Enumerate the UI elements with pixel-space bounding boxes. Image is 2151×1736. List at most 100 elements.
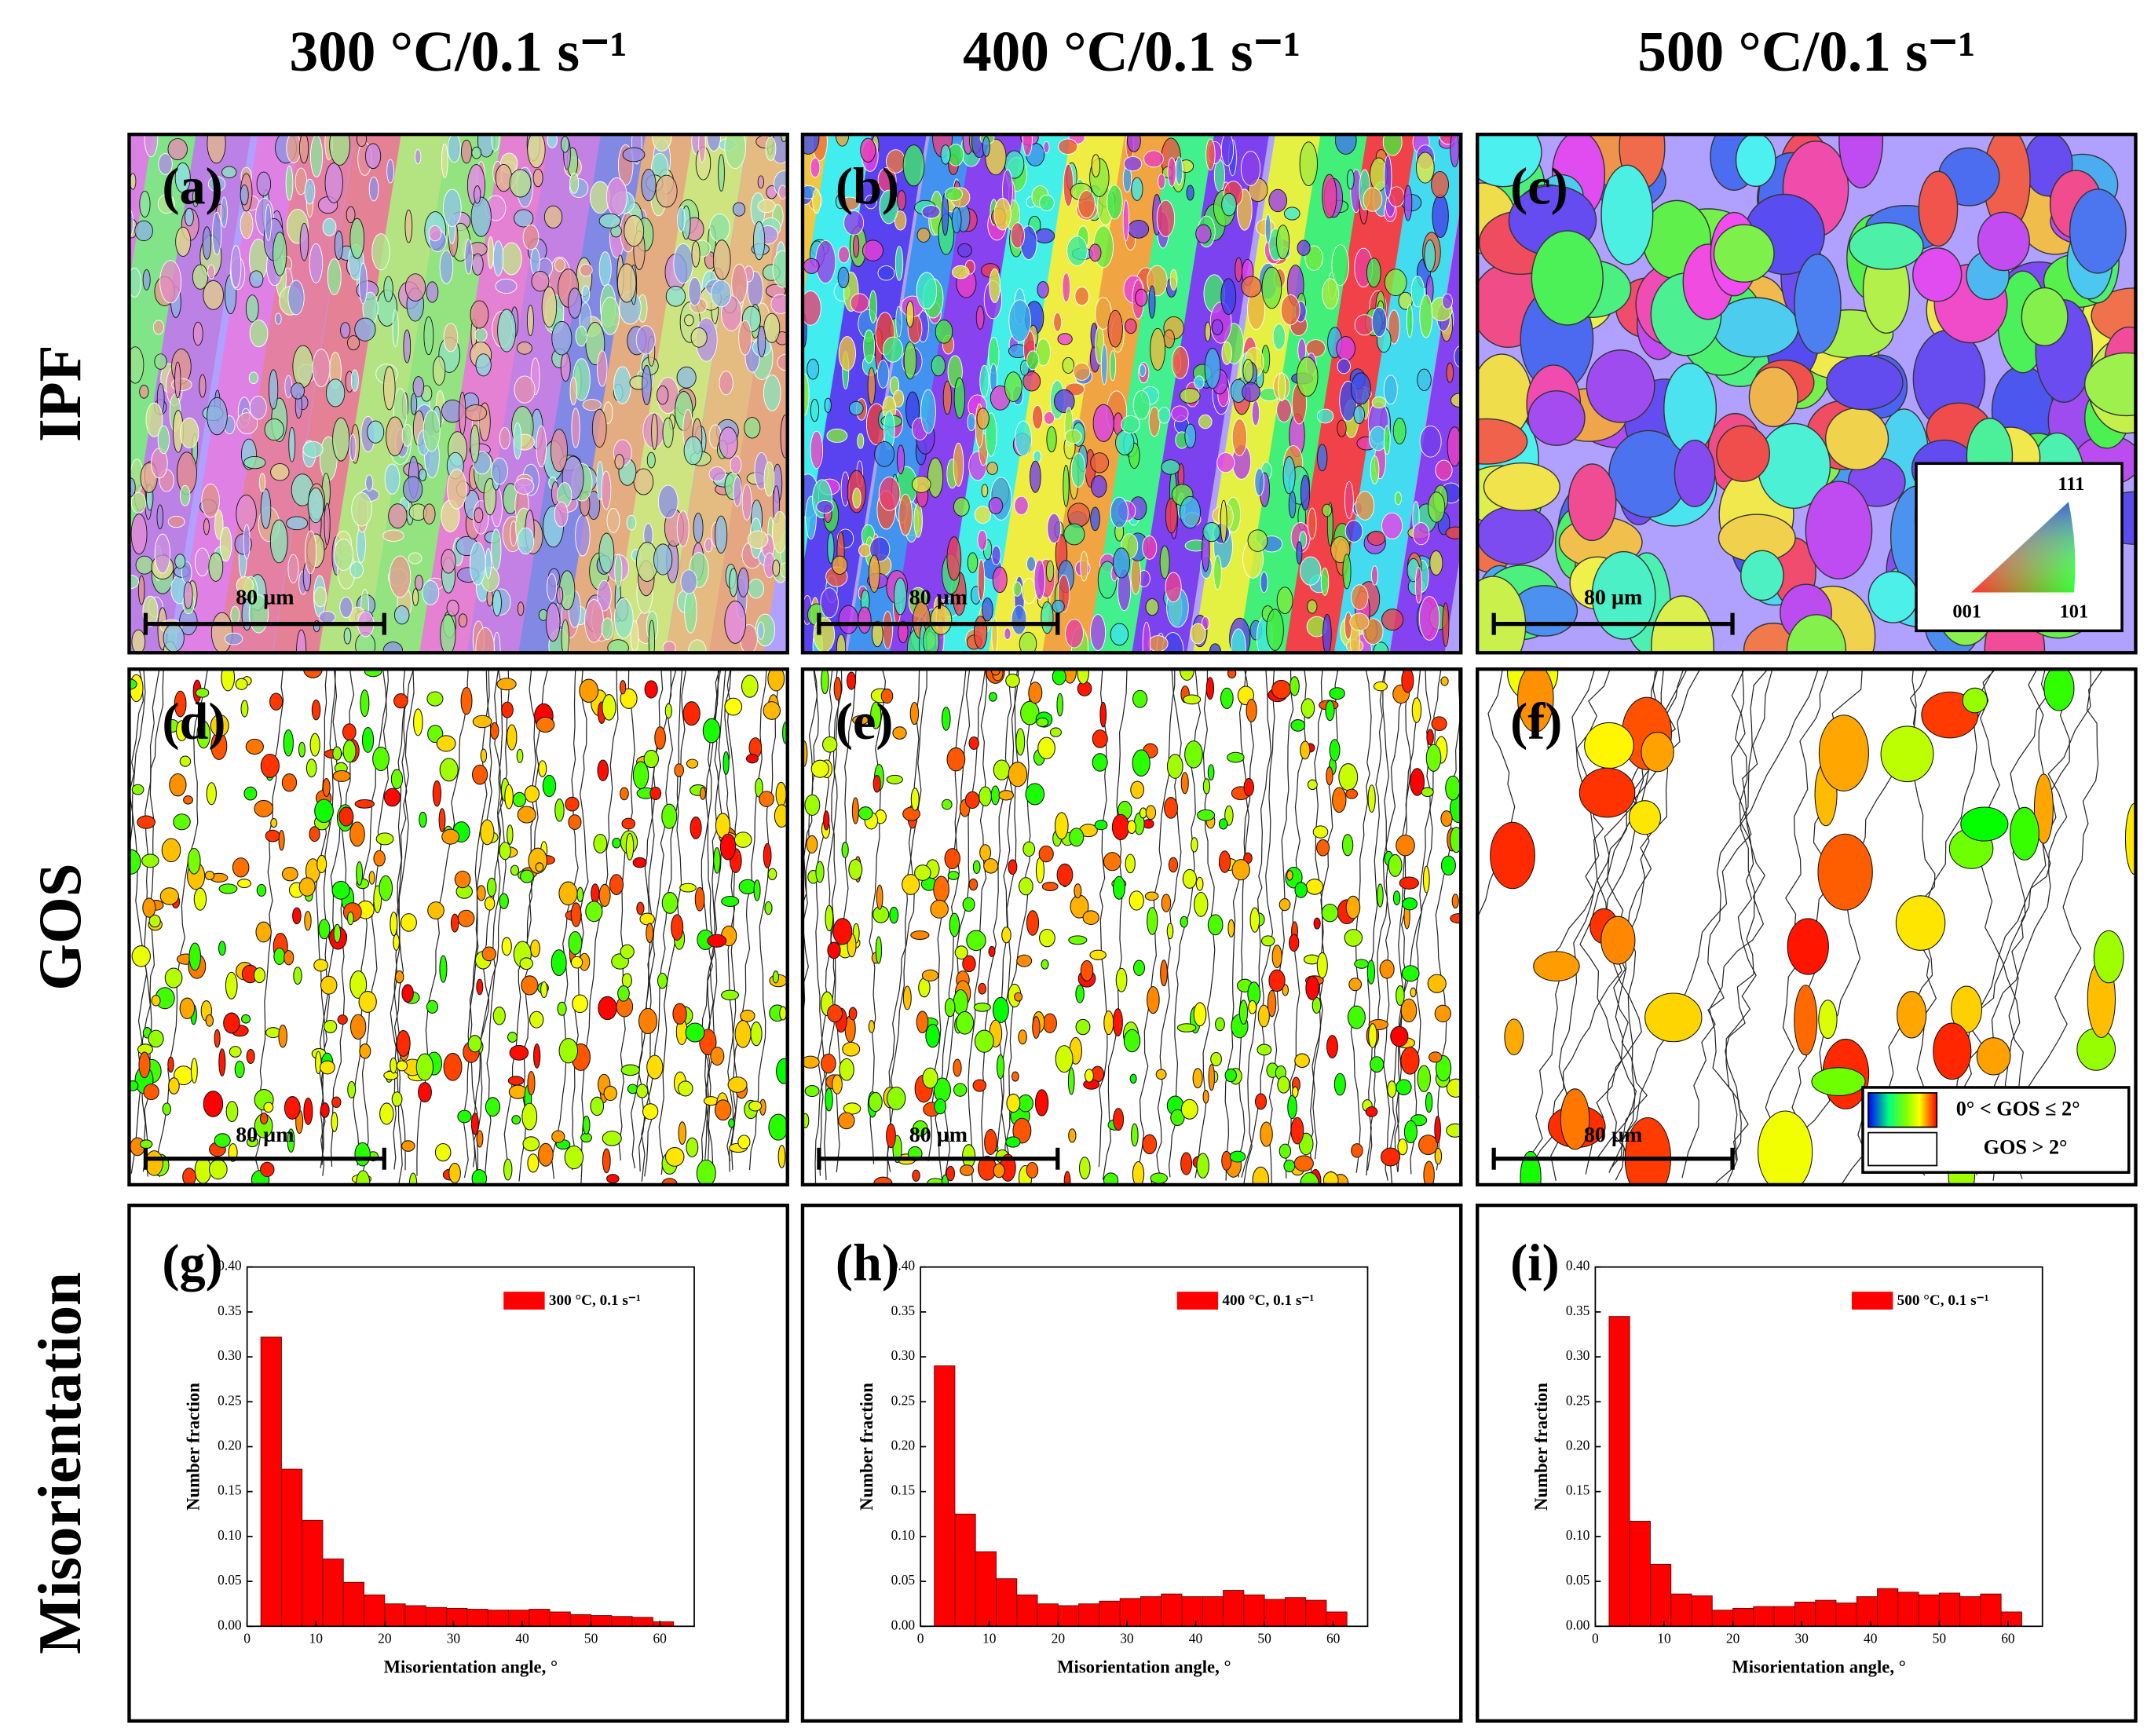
grain	[517, 342, 532, 355]
bar	[425, 1606, 448, 1627]
grain	[249, 270, 264, 288]
grain	[1586, 349, 1655, 423]
grain	[683, 436, 703, 466]
grain	[356, 134, 368, 148]
recrystallized-grain	[1180, 916, 1188, 928]
recrystallized-grain	[602, 694, 616, 721]
recrystallized-grain	[522, 1136, 540, 1152]
recrystallized-grain	[804, 794, 821, 816]
bar	[487, 1610, 509, 1627]
recrystallized-grain	[990, 785, 1001, 806]
grain	[1065, 619, 1084, 649]
recrystallized-grain	[1348, 978, 1363, 992]
recrystallized-grain	[1238, 1000, 1249, 1025]
grain	[1156, 199, 1176, 237]
recrystallized-grain	[841, 842, 849, 858]
grain	[1204, 348, 1221, 389]
grain	[976, 408, 990, 429]
grain	[310, 135, 324, 177]
grain	[708, 466, 726, 482]
recrystallized-grain	[499, 893, 509, 909]
bar	[1711, 1610, 1734, 1627]
y-tick-label: 0.35	[1566, 1303, 1590, 1318]
grain	[1058, 138, 1078, 155]
bar	[1161, 1593, 1183, 1627]
recrystallized-grain	[1049, 727, 1062, 737]
y-tick-label: 0.20	[891, 1438, 916, 1453]
gos-legend-label: GOS > 2°	[1984, 1136, 2068, 1159]
recrystallized-grain	[848, 858, 863, 880]
grain	[1331, 244, 1349, 287]
bar	[508, 1610, 530, 1627]
grain	[874, 441, 895, 467]
recrystallized-grain	[223, 1012, 240, 1034]
grain	[598, 251, 612, 287]
panel-label: (h)	[836, 1235, 899, 1292]
recrystallized-grain	[921, 969, 939, 981]
recrystallized-grain	[740, 1009, 755, 1022]
grain	[993, 198, 1011, 231]
recrystallized-grain	[1207, 764, 1215, 781]
grain	[850, 293, 869, 313]
grain	[1109, 350, 1117, 382]
recrystallized-grain	[164, 967, 183, 989]
grain	[1221, 341, 1232, 365]
recrystallized-grain	[1895, 895, 1946, 951]
grain	[1213, 555, 1222, 590]
grain	[1296, 356, 1319, 397]
recrystallized-grain	[454, 870, 471, 889]
recrystallized-grain	[979, 844, 992, 861]
grain	[1307, 599, 1318, 614]
recrystallized-grain	[992, 996, 1009, 1023]
grain	[243, 524, 251, 560]
recrystallized-grain	[1345, 788, 1359, 799]
grain	[404, 209, 413, 243]
grain	[236, 412, 258, 434]
recrystallized-grain	[1147, 985, 1160, 1014]
grain	[1284, 206, 1300, 221]
grain-boundary	[1681, 669, 1819, 1179]
legend-label: 300 °C, 0.1 s⁻¹	[549, 1292, 641, 1309]
grain	[210, 612, 233, 653]
grain	[1043, 141, 1050, 154]
grain	[1447, 426, 1461, 467]
recrystallized-grain	[396, 1060, 408, 1072]
grain	[527, 134, 546, 169]
grain	[495, 278, 518, 294]
recrystallized-grain	[1392, 890, 1401, 906]
grain	[1305, 339, 1326, 358]
grain	[652, 134, 672, 152]
recrystallized-grain	[1224, 1068, 1237, 1083]
recrystallized-grain	[1312, 825, 1329, 839]
bar	[1877, 1588, 1899, 1627]
recrystallized-grain	[1252, 1166, 1270, 1185]
grain	[1276, 225, 1290, 260]
recrystallized-grain	[946, 1165, 955, 1182]
y-tick-label: 0.00	[218, 1617, 242, 1632]
grain	[979, 364, 990, 398]
recrystallized-grain	[196, 720, 211, 749]
grain	[1713, 224, 1775, 283]
grain	[1282, 455, 1296, 495]
x-tick-label: 20	[1052, 1631, 1066, 1646]
recrystallized-grain	[1817, 833, 1873, 911]
grain	[547, 573, 558, 601]
grain	[1046, 426, 1057, 453]
recrystallized-grain	[1112, 1008, 1123, 1037]
recrystallized-grain	[848, 1007, 858, 1021]
recrystallized-grain	[565, 796, 580, 812]
recrystallized-grain	[1410, 768, 1425, 796]
grain	[1135, 288, 1148, 307]
recrystallized-grain	[694, 886, 705, 912]
recrystallized-grain	[521, 975, 539, 996]
grain	[597, 350, 608, 387]
panel-frame	[1476, 667, 2138, 1187]
recrystallized-grain	[400, 913, 417, 932]
grain	[810, 398, 820, 422]
grain	[554, 501, 569, 528]
recrystallized-grain	[457, 1109, 472, 1124]
grain	[240, 210, 254, 239]
grain	[780, 562, 788, 578]
recrystallized-grain	[593, 833, 608, 853]
scale-bar-label: 80 µm	[1584, 1123, 1642, 1147]
